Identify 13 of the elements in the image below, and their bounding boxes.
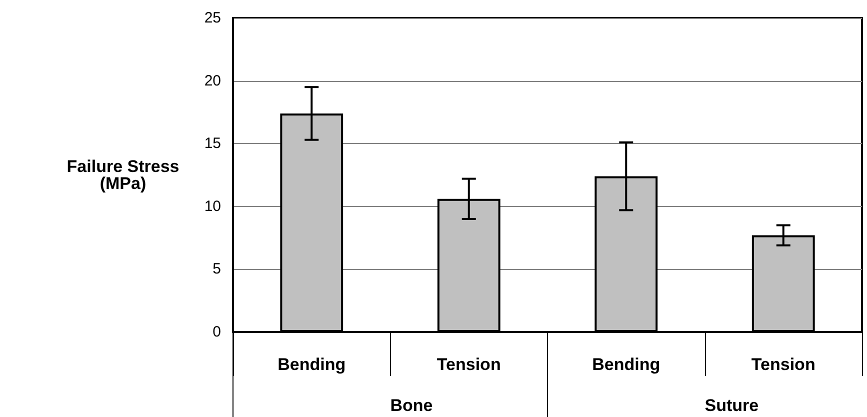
y-tick-label: 25 [204, 10, 221, 26]
y-tick-label: 0 [212, 324, 221, 340]
x-tick-label: Bending [278, 355, 346, 374]
x-tick-label: Bending [592, 355, 660, 374]
text: Bone [390, 396, 433, 415]
y-tick-label: 20 [204, 72, 221, 90]
text: Suture [704, 396, 759, 415]
y-axis-title: Failure Stress (MPa) [66, 157, 180, 193]
y-tick-label: 10 [204, 198, 221, 215]
x-tick-label: Tension [751, 355, 816, 374]
y-tick-label: 5 [212, 260, 221, 278]
y-tick-label: 15 [204, 135, 221, 152]
x-tick-label: Tension [436, 355, 501, 374]
